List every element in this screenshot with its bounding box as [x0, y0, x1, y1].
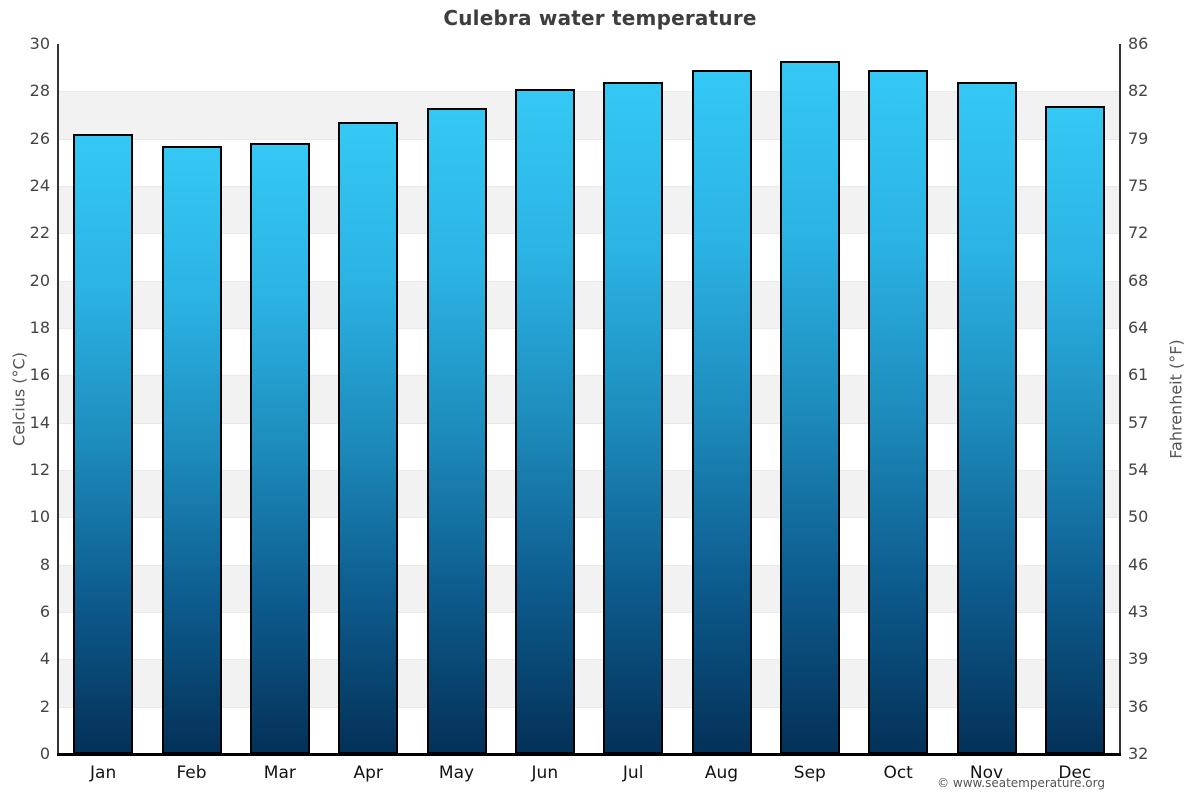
- x-tick-label: Sep: [793, 763, 826, 783]
- y-tick-label-celsius: 26: [29, 128, 50, 148]
- x-tick-label: Nov: [969, 763, 1004, 783]
- y-tick-label-fahrenheit: 64: [1128, 318, 1149, 337]
- y-axis-line-left: [57, 44, 59, 754]
- plot-band: [59, 612, 1119, 659]
- chart-title: Culebra water temperature: [443, 6, 757, 30]
- y-tick-label-celsius: 28: [29, 81, 50, 101]
- y-tick-label-celsius: 10: [29, 507, 50, 527]
- bar-nov: [956, 81, 1017, 754]
- y-tick-label-celsius: 6: [39, 602, 50, 621]
- y-tick-label-celsius: 18: [29, 318, 50, 337]
- y-tick-label-fahrenheit: 61: [1128, 365, 1149, 385]
- y-tick-label-fahrenheit: 82: [1128, 81, 1149, 101]
- y-axis-title-fahrenheit: Fahrenheit (°F): [1166, 339, 1186, 459]
- x-tick-label: Dec: [1058, 763, 1092, 783]
- y-tick-label-celsius: 24: [29, 176, 50, 195]
- bar-may: [426, 107, 487, 754]
- bar-apr: [338, 122, 399, 754]
- x-tick-label: Mar: [263, 763, 296, 783]
- y-tick-label-celsius: 30: [29, 34, 50, 53]
- y-axis-line-right: [1119, 44, 1121, 754]
- plot-band: [59, 375, 1119, 423]
- bar-mar: [249, 143, 310, 754]
- x-tick-label: Jun: [531, 763, 559, 783]
- plot-band: [59, 659, 1119, 707]
- y-tick-label-fahrenheit: 43: [1128, 602, 1149, 621]
- y-tick-label-fahrenheit: 39: [1128, 649, 1149, 669]
- y-tick-label-fahrenheit: 32: [1128, 744, 1149, 763]
- plot-band: [59, 564, 1119, 612]
- bar-dec: [1044, 105, 1105, 754]
- y-tick-label-fahrenheit: 72: [1128, 223, 1149, 243]
- y-tick-label-fahrenheit: 68: [1128, 270, 1149, 290]
- x-axis-baseline: [57, 753, 1121, 756]
- x-tick-label: May: [438, 763, 475, 783]
- bar-jul: [603, 81, 664, 754]
- bar-jan: [73, 133, 134, 754]
- y-tick-label-fahrenheit: 50: [1128, 507, 1149, 527]
- y-axis-title-celsius: Celcius (°C): [9, 352, 29, 446]
- y-tick-label-celsius: 8: [39, 554, 50, 574]
- plot-band: [59, 422, 1119, 470]
- y-tick-label-celsius: 4: [39, 649, 50, 669]
- y-tick-label-celsius: 0: [39, 744, 50, 763]
- plot-band: [59, 91, 1119, 139]
- bar-sep: [779, 60, 840, 754]
- plot-band: [59, 138, 1119, 186]
- attribution-text: © www.seatemperature.org: [937, 776, 1105, 790]
- plot-band: [59, 280, 1119, 328]
- x-tick-label: Oct: [883, 763, 913, 783]
- y-tick-label-fahrenheit: 75: [1128, 176, 1149, 195]
- plot-band: [59, 517, 1119, 564]
- y-tick-label-celsius: 22: [29, 223, 50, 243]
- y-tick-label-fahrenheit: 54: [1128, 460, 1149, 479]
- y-tick-label-fahrenheit: 79: [1128, 128, 1149, 148]
- plot-band: [59, 186, 1119, 234]
- y-tick-label-fahrenheit: 46: [1128, 554, 1149, 574]
- y-tick-label-fahrenheit: 36: [1128, 696, 1149, 716]
- y-tick-label-celsius: 14: [29, 412, 50, 432]
- bar-feb: [161, 145, 222, 754]
- y-tick-label-celsius: 16: [29, 365, 50, 385]
- y-tick-label-celsius: 12: [29, 460, 50, 479]
- bar-aug: [691, 70, 752, 754]
- x-tick-label: Jan: [90, 763, 117, 783]
- plot-band: [59, 328, 1119, 375]
- y-tick-label-celsius: 20: [29, 270, 50, 290]
- bar-oct: [868, 70, 929, 754]
- plot-band: [59, 233, 1119, 280]
- bar-jun: [514, 88, 575, 754]
- x-tick-label: Aug: [704, 763, 739, 783]
- y-tick-label-fahrenheit: 86: [1128, 34, 1149, 53]
- y-tick-label-fahrenheit: 57: [1128, 412, 1149, 432]
- x-tick-label: Feb: [176, 763, 207, 783]
- plot-band: [59, 706, 1119, 754]
- y-tick-label-celsius: 2: [39, 696, 50, 716]
- plot-band: [59, 470, 1119, 518]
- x-tick-label: Jul: [622, 763, 644, 783]
- x-tick-label: Apr: [353, 763, 383, 783]
